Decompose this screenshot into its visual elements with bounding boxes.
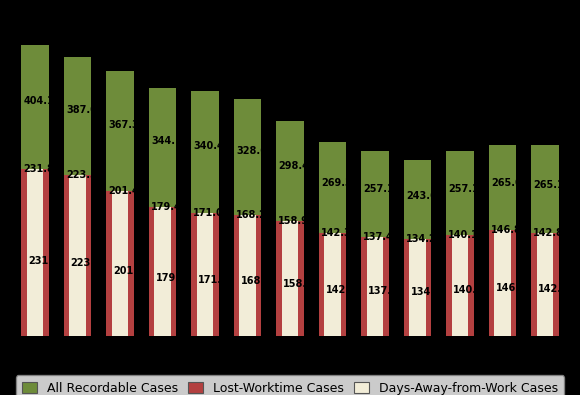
Text: 168.2: 168.2	[236, 210, 267, 220]
Text: 142.3: 142.3	[326, 285, 357, 295]
Text: 223.5: 223.5	[66, 170, 97, 180]
Text: 223.5: 223.5	[71, 258, 102, 268]
Text: 146.8: 146.8	[496, 283, 527, 293]
Bar	[21, 45, 49, 336]
Bar	[531, 233, 559, 336]
Text: 201.4: 201.4	[108, 186, 139, 196]
Text: 257.1: 257.1	[364, 184, 394, 194]
Text: 142.3: 142.3	[321, 228, 351, 238]
Text: 269.3: 269.3	[321, 178, 351, 188]
Text: 171.0: 171.0	[198, 275, 229, 285]
Bar	[106, 191, 134, 336]
Text: 344.1: 344.1	[151, 136, 182, 147]
Text: 328.6: 328.6	[236, 146, 267, 156]
Bar	[276, 121, 304, 336]
Bar	[489, 145, 516, 336]
Bar	[234, 99, 262, 336]
Bar	[21, 169, 49, 336]
Text: 171.0: 171.0	[193, 208, 224, 218]
Bar	[27, 169, 43, 336]
Text: 158.9: 158.9	[283, 279, 314, 289]
Bar	[64, 57, 91, 336]
Text: 179.4: 179.4	[155, 273, 186, 283]
Bar	[276, 221, 304, 336]
Bar	[324, 233, 340, 336]
Bar	[409, 239, 426, 336]
Bar	[234, 215, 262, 336]
Bar	[446, 235, 474, 336]
Text: 298.4: 298.4	[278, 161, 309, 171]
Text: 404.1: 404.1	[23, 96, 54, 106]
Bar	[361, 237, 389, 336]
Bar	[446, 151, 474, 336]
Bar	[197, 213, 213, 336]
Text: 231.8: 231.8	[23, 164, 55, 174]
Bar	[404, 160, 432, 336]
Bar	[106, 71, 134, 336]
Bar	[148, 88, 176, 336]
Text: 142.8: 142.8	[538, 284, 569, 295]
Text: 265.0: 265.0	[491, 178, 521, 188]
Text: 140.1: 140.1	[448, 230, 479, 240]
Legend: All Recordable Cases, Lost-Worktime Cases, Days-Away-from-Work Cases: All Recordable Cases, Lost-Worktime Case…	[16, 375, 564, 395]
Text: 142.8: 142.8	[534, 228, 564, 238]
Bar	[537, 233, 553, 336]
Bar	[64, 175, 91, 336]
Bar	[282, 221, 298, 336]
Bar	[112, 191, 128, 336]
Text: 367.3: 367.3	[108, 120, 139, 130]
Text: 201.4: 201.4	[113, 265, 144, 276]
Text: 340.4: 340.4	[193, 141, 224, 150]
Text: 137.4: 137.4	[364, 232, 394, 242]
Text: 134.2: 134.2	[406, 234, 437, 244]
Text: 265.1: 265.1	[534, 180, 564, 190]
Bar	[489, 230, 516, 336]
Text: 168.2: 168.2	[241, 276, 271, 286]
Bar	[361, 151, 389, 336]
Text: 243.6: 243.6	[406, 191, 437, 201]
Text: 146.8: 146.8	[491, 225, 522, 235]
Text: 134.2: 134.2	[411, 287, 441, 297]
Text: 137.4: 137.4	[368, 286, 399, 296]
Bar	[148, 207, 176, 336]
Bar	[154, 207, 171, 336]
Text: 387.0: 387.0	[66, 105, 97, 115]
Text: 257.1: 257.1	[448, 184, 479, 194]
Bar	[367, 237, 383, 336]
Text: 140.1: 140.1	[453, 285, 484, 295]
Bar	[531, 145, 559, 336]
Text: 179.4: 179.4	[151, 201, 182, 212]
Bar	[452, 235, 468, 336]
Text: 158.9: 158.9	[278, 216, 309, 226]
Bar	[494, 230, 510, 336]
Text: 231.8: 231.8	[28, 256, 59, 266]
Bar	[318, 233, 346, 336]
Bar	[191, 213, 219, 336]
Bar	[70, 175, 86, 336]
Bar	[404, 239, 432, 336]
Bar	[240, 215, 256, 336]
Bar	[191, 91, 219, 336]
Bar	[318, 142, 346, 336]
